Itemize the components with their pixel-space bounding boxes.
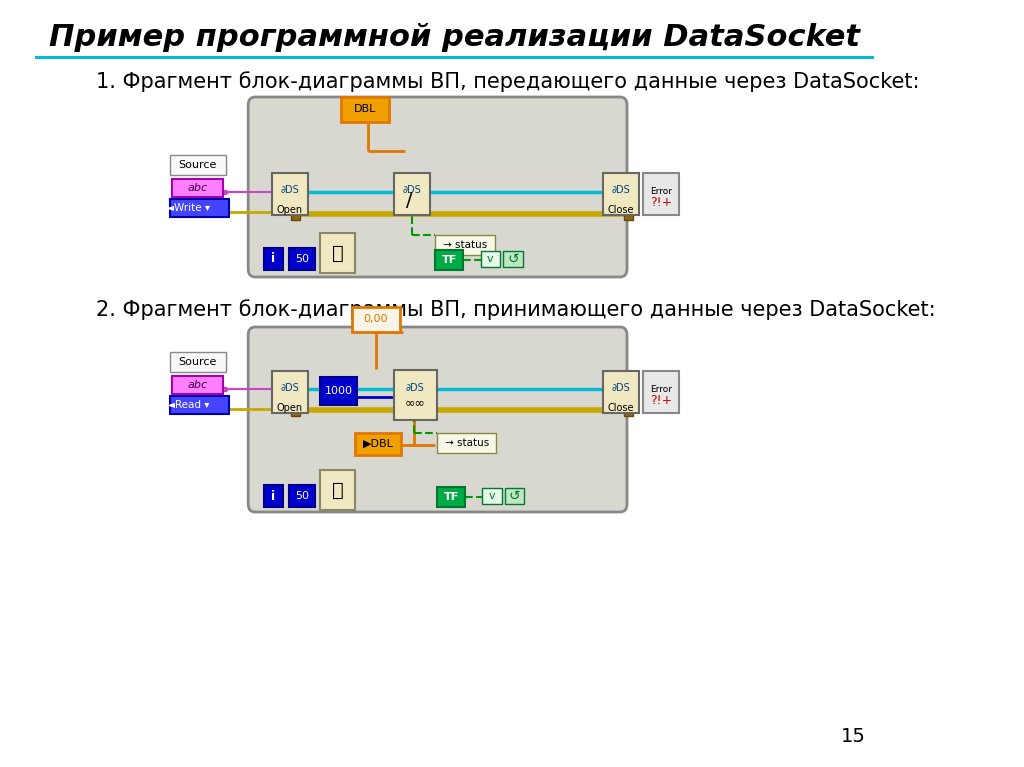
Bar xyxy=(172,376,223,394)
Text: abc: abc xyxy=(187,380,208,390)
Text: Пример программной реализации DataSocket: Пример программной реализации DataSocket xyxy=(49,22,860,51)
Text: abc: abc xyxy=(187,183,208,193)
Text: ?!+: ?!+ xyxy=(650,196,672,209)
Bar xyxy=(170,199,229,217)
Bar xyxy=(437,433,497,453)
Bar xyxy=(480,251,500,267)
FancyBboxPatch shape xyxy=(248,327,627,512)
Bar xyxy=(291,405,300,416)
Bar xyxy=(264,248,283,270)
Bar xyxy=(321,377,357,405)
Bar xyxy=(393,370,437,420)
Text: 1000: 1000 xyxy=(325,386,352,396)
Text: TF: TF xyxy=(441,255,457,265)
Text: 1. Фрагмент блок-диаграммы ВП, передающего данные через DataSocket:: 1. Фрагмент блок-диаграммы ВП, передающе… xyxy=(96,71,920,92)
Text: ↺: ↺ xyxy=(509,489,520,503)
Bar xyxy=(170,352,226,372)
Text: ◄Read ▾: ◄Read ▾ xyxy=(167,400,209,410)
Bar xyxy=(341,97,389,122)
Text: ∞∞: ∞∞ xyxy=(406,397,426,410)
Bar xyxy=(437,487,465,507)
Bar xyxy=(603,173,639,215)
Bar xyxy=(291,187,300,198)
Text: Source: Source xyxy=(178,160,217,170)
Text: i: i xyxy=(271,252,275,265)
Bar xyxy=(643,371,679,413)
Text: ∂DS: ∂DS xyxy=(402,185,421,195)
Bar xyxy=(352,307,399,332)
Bar xyxy=(291,209,300,220)
Text: TF: TF xyxy=(443,492,459,502)
Bar xyxy=(321,470,355,510)
Bar xyxy=(482,488,502,504)
FancyBboxPatch shape xyxy=(248,97,627,277)
Text: v: v xyxy=(488,491,496,501)
Text: ↺: ↺ xyxy=(507,252,519,266)
Text: ⌚: ⌚ xyxy=(332,480,344,499)
Bar xyxy=(35,56,874,59)
Text: 15: 15 xyxy=(841,728,866,746)
Bar xyxy=(624,209,633,220)
Text: → status: → status xyxy=(443,240,487,250)
Text: ∂DS: ∂DS xyxy=(611,383,631,393)
Text: ∂DS: ∂DS xyxy=(611,185,631,195)
Text: Error: Error xyxy=(650,186,672,196)
Bar xyxy=(624,405,633,416)
Bar xyxy=(271,173,308,215)
Text: i: i xyxy=(271,489,275,502)
Text: Error: Error xyxy=(650,384,672,393)
Bar xyxy=(504,251,522,267)
Text: 2. Фрагмент блок-диаграммы ВП, принимающего данные через DataSocket:: 2. Фрагмент блок-диаграммы ВП, принимающ… xyxy=(96,300,935,321)
Text: ⌚: ⌚ xyxy=(332,243,344,262)
Bar xyxy=(643,173,679,215)
Text: 50: 50 xyxy=(295,491,309,501)
Text: /: / xyxy=(406,190,413,209)
Text: → status: → status xyxy=(444,438,488,448)
Bar xyxy=(271,371,308,413)
Bar xyxy=(435,235,495,255)
Bar xyxy=(624,384,633,395)
Bar xyxy=(393,173,430,215)
Bar xyxy=(435,250,463,270)
Bar xyxy=(505,488,524,504)
Text: Close: Close xyxy=(607,205,634,215)
Text: 0,00: 0,00 xyxy=(364,314,388,324)
Bar xyxy=(264,485,283,507)
Bar xyxy=(289,248,315,270)
Bar xyxy=(170,396,229,414)
Bar xyxy=(355,433,400,455)
Bar xyxy=(321,233,355,273)
Text: 50: 50 xyxy=(295,254,309,264)
Bar xyxy=(170,155,226,175)
Bar xyxy=(603,371,639,413)
Bar xyxy=(624,187,633,198)
Bar xyxy=(291,384,300,395)
Text: Open: Open xyxy=(276,205,303,215)
Text: Close: Close xyxy=(607,403,634,413)
Text: ▶DBL: ▶DBL xyxy=(362,439,393,449)
Text: Source: Source xyxy=(178,357,217,367)
Text: v: v xyxy=(487,254,494,264)
Text: DBL: DBL xyxy=(353,104,376,114)
Text: Open: Open xyxy=(276,403,303,413)
Text: ∂DS: ∂DS xyxy=(281,185,299,195)
Text: ∂DS: ∂DS xyxy=(281,383,299,393)
Text: ◄Write ▾: ◄Write ▾ xyxy=(166,203,210,213)
Text: ∂DS: ∂DS xyxy=(407,383,425,393)
Bar xyxy=(289,485,315,507)
Bar xyxy=(172,179,223,197)
Text: ?!+: ?!+ xyxy=(650,394,672,407)
